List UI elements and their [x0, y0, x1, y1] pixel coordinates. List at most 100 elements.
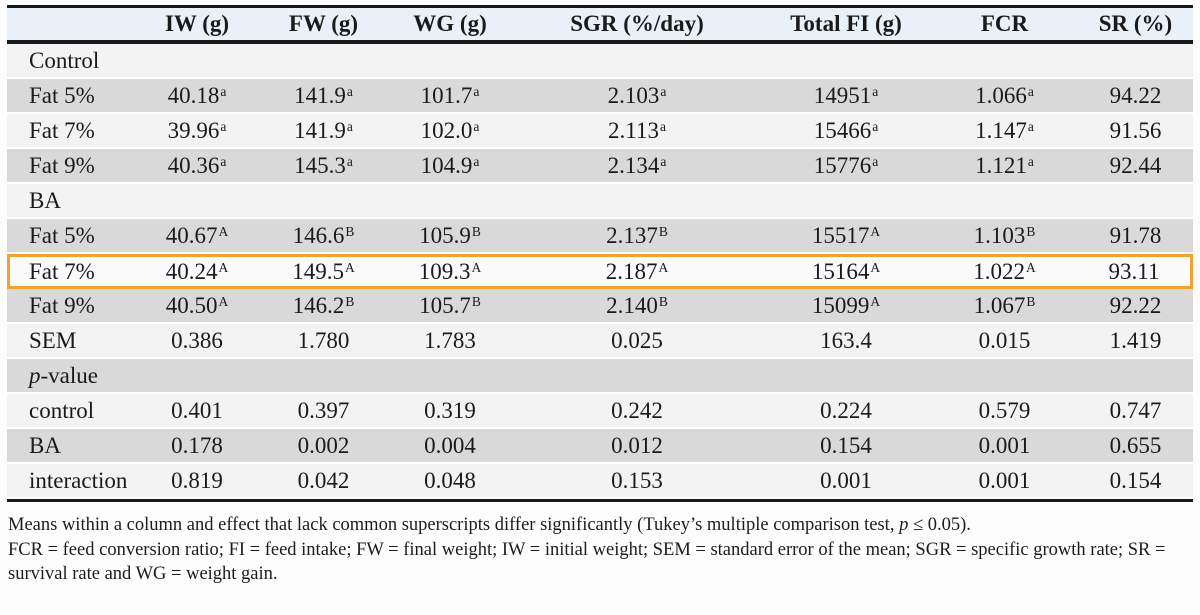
- header-row: IW (g) FW (g) WG (g) SGR (%/day) Total FI (g…: [7, 8, 1193, 44]
- data-cell: 15466a: [761, 114, 931, 149]
- data-cell: 149.5A: [260, 254, 387, 289]
- data-cell: 1.067B: [931, 289, 1078, 324]
- significance-superscript: a: [220, 83, 227, 99]
- row-label: BA: [7, 429, 134, 464]
- significance-superscript: a: [872, 83, 879, 99]
- significance-superscript: a: [659, 118, 666, 134]
- data-cell: 92.22: [1078, 289, 1193, 324]
- significance-superscript: A: [218, 259, 229, 275]
- column-header: Total FI (g): [761, 8, 931, 44]
- data-cell: 2.137B: [513, 219, 761, 254]
- section-row: p-value: [7, 359, 1193, 394]
- data-cell: 0.319: [387, 394, 513, 429]
- significance-superscript: a: [1027, 153, 1034, 169]
- table-row: Fat 5% 40.67A 146.6B 105.9B 2.137B 15517A 1.10…: [7, 219, 1193, 254]
- data-cell: 0.819: [134, 464, 260, 499]
- data-cell: 0.224: [761, 394, 931, 429]
- significance-superscript: B: [1026, 293, 1036, 309]
- data-cell: 104.9a: [387, 149, 513, 184]
- data-cell: 0.154: [761, 429, 931, 464]
- data-cell: 92.44: [1078, 149, 1193, 184]
- significance-superscript: a: [220, 153, 227, 169]
- data-cell: 141.9a: [260, 79, 387, 114]
- data-cell: 0.178: [134, 429, 260, 464]
- data-cell: 2.113a: [513, 114, 761, 149]
- data-cell: 0.579: [931, 394, 1078, 429]
- data-cell: 40.18a: [134, 79, 260, 114]
- footnote-significance-tail: ≤ 0.05).: [908, 515, 971, 535]
- data-cell: 109.3A: [387, 254, 513, 289]
- significance-superscript: a: [473, 83, 480, 99]
- table-row: Fat 7% 39.96a 141.9a 102.0a 2.113a 15466a 1.14…: [7, 114, 1193, 149]
- data-cell: 2.140B: [513, 289, 761, 324]
- data-cell: 1.780: [260, 324, 387, 359]
- data-cell: 2.134a: [513, 149, 761, 184]
- data-cell: 1.419: [1078, 324, 1193, 359]
- data-cell: 0.015: [931, 324, 1078, 359]
- data-cell: 0.001: [931, 429, 1078, 464]
- data-cell: 91.56: [1078, 114, 1193, 149]
- significance-superscript: A: [1026, 259, 1036, 275]
- data-cell: 146.2B: [260, 289, 387, 324]
- data-cell: 0.154: [1078, 464, 1193, 499]
- data-cell: 0.153: [513, 464, 761, 499]
- section-row: BA: [7, 184, 1193, 219]
- column-header: IW (g): [134, 8, 260, 44]
- table-row: SEM 0.386 1.780 1.783 0.025 163.4 0.015 1.419: [7, 324, 1193, 359]
- footnote-significance-text: Means within a column and effect that la…: [8, 515, 900, 535]
- data-cell: 0.042: [260, 464, 387, 499]
- significance-superscript: A: [870, 259, 881, 275]
- significance-superscript: a: [346, 83, 353, 99]
- row-label: Fat 7%: [7, 254, 134, 289]
- significance-superscript: A: [218, 293, 229, 309]
- data-cell: 0.001: [931, 464, 1078, 499]
- data-cell: 15099A: [761, 289, 931, 324]
- data-cell: 14951a: [761, 79, 931, 114]
- footnote-abbreviations: FCR = feed conversion ratio; FI = feed i…: [8, 539, 1166, 585]
- data-cell: 1.121a: [931, 149, 1078, 184]
- significance-superscript: B: [345, 223, 355, 239]
- data-cell: 0.397: [260, 394, 387, 429]
- data-cell: 15164A: [761, 254, 931, 289]
- significance-superscript: a: [1027, 83, 1034, 99]
- significance-superscript: B: [471, 223, 481, 239]
- significance-superscript: a: [660, 153, 667, 169]
- significance-superscript: a: [220, 118, 227, 134]
- data-cell: 0.386: [134, 324, 260, 359]
- data-cell: 39.96a: [134, 114, 260, 149]
- data-cell: 1.147a: [931, 114, 1078, 149]
- significance-superscript: a: [346, 118, 353, 134]
- table-row: BA 0.178 0.002 0.004 0.012 0.154 0.001 0.655: [7, 429, 1193, 464]
- data-cell: 102.0a: [387, 114, 513, 149]
- data-cell: 1.022A: [931, 254, 1078, 289]
- column-header: SR (%): [1078, 8, 1193, 44]
- section-label: BA: [7, 184, 1193, 219]
- row-label: SEM: [7, 324, 134, 359]
- data-cell: 105.7B: [387, 289, 513, 324]
- data-cell: 0.655: [1078, 429, 1193, 464]
- data-cell: 15517A: [761, 219, 931, 254]
- data-cell: 2.187A: [513, 254, 761, 289]
- significance-superscript: B: [1026, 223, 1036, 239]
- significance-superscript: a: [872, 153, 879, 169]
- significance-superscript: A: [870, 223, 881, 239]
- data-cell: 0.002: [260, 429, 387, 464]
- data-cell: 0.048: [387, 464, 513, 499]
- column-header: WG (g): [387, 8, 513, 44]
- data-cell: 1.783: [387, 324, 513, 359]
- data-cell: 141.9a: [260, 114, 387, 149]
- significance-superscript: a: [473, 153, 480, 169]
- row-label: Fat 7%: [7, 114, 134, 149]
- footnotes: Means within a column and effect that la…: [8, 513, 1192, 587]
- significance-superscript: a: [660, 83, 667, 99]
- significance-superscript: A: [658, 259, 669, 275]
- section-label: Control: [7, 44, 1193, 79]
- significance-superscript: A: [345, 259, 355, 275]
- footnote-significance: Means within a column and effect that la…: [8, 513, 1192, 538]
- data-cell: 101.7a: [387, 79, 513, 114]
- footnote-italic-p: p: [899, 515, 909, 535]
- data-cell: 0.025: [513, 324, 761, 359]
- significance-superscript: a: [473, 118, 480, 134]
- data-cell: 0.747: [1078, 394, 1193, 429]
- data-cell: 93.11: [1078, 254, 1193, 289]
